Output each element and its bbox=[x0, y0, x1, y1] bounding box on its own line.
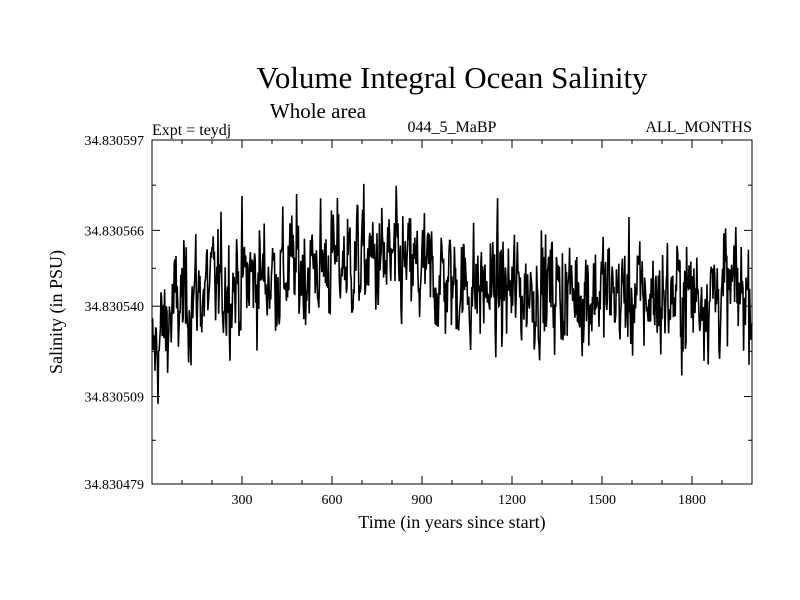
run-label: 044_5_MaBP bbox=[408, 119, 497, 136]
x-tick-label: 300 bbox=[232, 493, 253, 508]
x-tick-label: 1500 bbox=[588, 493, 616, 508]
x-tick-label: 900 bbox=[412, 493, 433, 508]
chart-subtitle: Whole area bbox=[270, 99, 367, 123]
y-tick-label: 34.830540 bbox=[85, 300, 145, 315]
chart-title: Volume Integral Ocean Salinity bbox=[256, 60, 648, 95]
y-tick-label: 34.830566 bbox=[85, 224, 145, 239]
x-tick-label: 1200 bbox=[498, 493, 526, 508]
plot-frame bbox=[151, 139, 753, 485]
y-tick-label: 34.830597 bbox=[85, 134, 145, 149]
x-tick-label: 1800 bbox=[678, 493, 706, 508]
y-axis-label: Salinity (in PSU) bbox=[46, 250, 67, 374]
y-axis: 34.830479 34.830509 34.830540 34.830566 34.8… bbox=[85, 134, 752, 493]
x-tick-label: 600 bbox=[322, 493, 343, 508]
x-axis: 300 600 900 1200 1500 1800 bbox=[181, 140, 723, 508]
period-label: ALL_MONTHS bbox=[645, 119, 752, 136]
experiment-label: Expt = teydj bbox=[152, 122, 231, 139]
x-axis-label: Time (in years since start) bbox=[358, 512, 545, 533]
y-tick-label: 34.830479 bbox=[85, 478, 145, 493]
y-tick-label: 34.830509 bbox=[85, 391, 145, 406]
salinity-series-line bbox=[151, 183, 753, 404]
